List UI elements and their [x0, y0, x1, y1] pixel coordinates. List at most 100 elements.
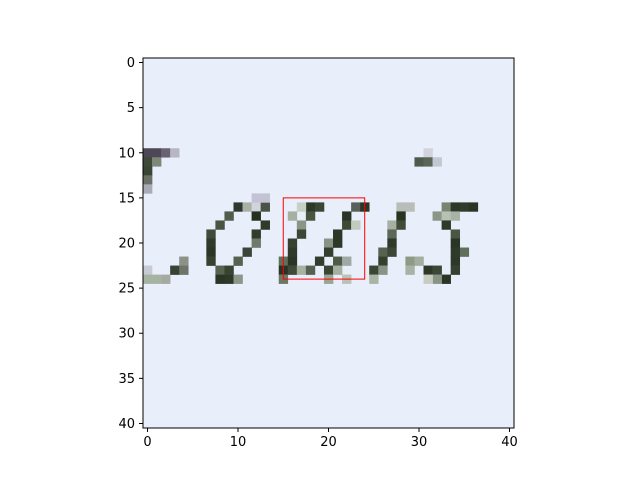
image-pixel — [351, 202, 361, 212]
annotation-layer — [282, 197, 366, 280]
y-axis: 0 5 10 15 20 25 30 35 40 — [118, 56, 143, 432]
image-pixel — [224, 265, 234, 275]
image-pixel — [333, 229, 343, 239]
image-pixel — [287, 256, 298, 266]
y-tick-label: 15 — [118, 191, 135, 206]
image-pixel — [342, 220, 352, 230]
image-pixel — [396, 202, 406, 212]
image-pixel — [387, 220, 397, 230]
image-pixel — [323, 265, 334, 275]
image-pixel — [143, 184, 153, 194]
image-pixel — [233, 256, 243, 266]
image-pixel — [287, 265, 298, 275]
y-tick-label: 25 — [118, 282, 135, 297]
x-tick-label: 40 — [501, 435, 518, 450]
image-pixel — [441, 274, 451, 284]
image-pixel — [296, 265, 307, 275]
plot-area — [142, 57, 515, 429]
image-pixel — [251, 229, 261, 239]
image-pixel — [215, 274, 225, 284]
image-pixel — [206, 256, 216, 266]
image-pixel — [143, 274, 153, 284]
x-axis: 0 10 20 30 40 — [143, 428, 518, 450]
image-pixel — [296, 229, 307, 239]
image-pixel — [251, 238, 261, 248]
image-pixel — [450, 229, 461, 239]
image-pixel — [423, 265, 433, 275]
image-pixel — [351, 220, 361, 230]
image-pixel — [143, 148, 153, 158]
image-pixel — [206, 229, 216, 239]
image-pixel — [432, 211, 442, 221]
image-pixel — [251, 202, 261, 212]
image-pixel — [468, 202, 479, 212]
image-pixel — [323, 247, 334, 257]
y-tick-label: 30 — [118, 327, 135, 342]
image-pixel — [143, 175, 153, 185]
image-pixel — [450, 256, 461, 266]
y-tick-label: 5 — [127, 101, 135, 116]
image-pixel — [387, 247, 397, 257]
image-pixel — [450, 202, 461, 212]
image-pixel — [387, 238, 397, 248]
image-pixel — [333, 238, 343, 248]
image-pixel — [387, 229, 397, 239]
image-pixel — [432, 157, 442, 167]
image-pixel — [260, 220, 270, 230]
image-pixel — [333, 265, 343, 275]
image-pixel — [441, 211, 451, 221]
image-pixel — [143, 157, 153, 167]
image-pixel — [342, 211, 352, 221]
image-pixel — [152, 274, 162, 284]
image-pixel — [378, 247, 388, 257]
image-pixel — [314, 202, 325, 212]
image-pixel — [251, 211, 261, 221]
image-pixel — [233, 202, 243, 212]
image-pixel — [423, 157, 433, 167]
image-pixel — [143, 265, 153, 275]
image-pixel — [179, 265, 189, 275]
image-pixel — [441, 220, 451, 230]
image-pixel — [242, 202, 252, 212]
image-pixel — [260, 193, 270, 203]
image-pixel — [450, 238, 461, 248]
image-pixel — [224, 274, 234, 284]
image-pixel — [305, 202, 316, 212]
image-pixel — [441, 202, 451, 212]
image-pixel — [170, 265, 180, 275]
image-pixel — [396, 220, 406, 230]
image-pixel — [323, 238, 334, 248]
image-pixel — [333, 256, 343, 266]
image-pixel — [224, 211, 234, 221]
image-pixel — [287, 247, 298, 257]
y-tick-label: 20 — [118, 237, 135, 252]
image-pixel — [206, 238, 216, 248]
y-tick-label: 35 — [118, 372, 135, 387]
image-pixel — [423, 148, 433, 158]
image-pixel — [396, 211, 406, 221]
image-pixel — [378, 256, 388, 266]
image-pixel — [423, 274, 433, 284]
image-pixel — [287, 238, 298, 248]
image-pixel — [459, 202, 470, 212]
image-pixel — [251, 193, 261, 203]
image-pixel — [305, 265, 316, 275]
image-pixel — [152, 148, 162, 158]
image-pixel — [260, 202, 270, 212]
image-pixel — [432, 265, 442, 275]
image-pixel — [179, 256, 189, 266]
x-tick-label: 10 — [230, 435, 247, 450]
image-pixel — [450, 211, 461, 221]
image-pixel — [459, 247, 470, 257]
image-pixel — [432, 274, 442, 284]
image-pixel — [215, 220, 225, 230]
x-tick-label: 0 — [143, 435, 151, 450]
image-pixel — [233, 274, 243, 284]
image-pixel — [215, 265, 225, 275]
image-pixel — [170, 148, 180, 158]
image-pixel — [152, 157, 162, 167]
image-pixel — [161, 148, 171, 158]
y-tick-label: 10 — [118, 146, 135, 161]
image-pixel — [206, 247, 216, 257]
